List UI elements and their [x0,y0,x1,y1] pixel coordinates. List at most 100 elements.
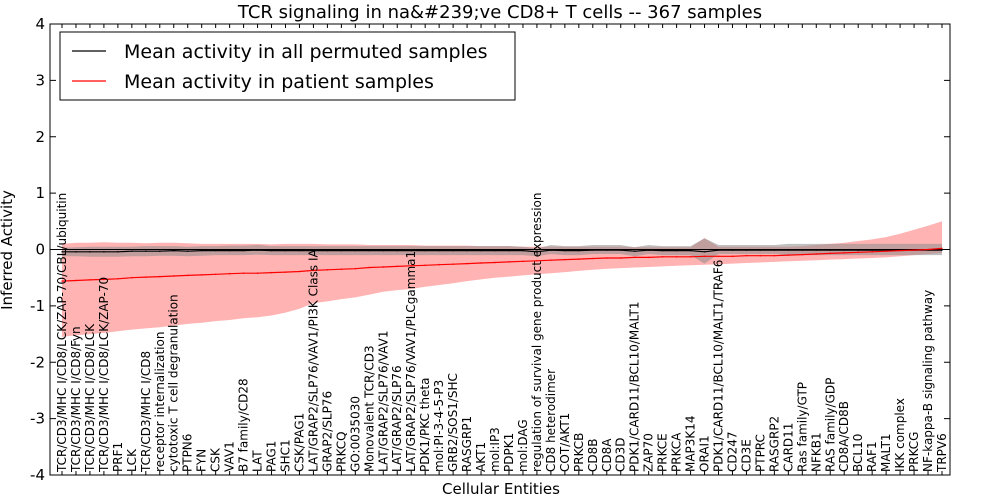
patient-mean-point [661,255,664,258]
entity-label: regulation of survival gene product expr… [530,193,544,472]
patient-mean-point [689,255,692,258]
entity-label: PDK1/CARD11/BCL10/MALT1 [628,302,642,472]
permuted-mean-point [89,250,91,253]
permuted-mean-point [186,250,189,253]
permuted-mean-point [745,249,748,252]
entity-label: SHC1 [279,439,293,472]
permuted-mean-point [480,249,482,252]
chart-title: TCR signaling in na&#239;ve CD8+ T cells… [237,2,762,23]
y-tick-label: -1 [30,297,45,315]
patient-mean-point [773,254,776,257]
y-tick-label: 0 [35,241,45,259]
x-axis-ticks [61,24,943,475]
entity-label: RAF1 [865,441,879,472]
permuted-mean-point [703,250,706,253]
permuted-mean-point [801,249,804,252]
x-axis-label: Cellular Entities [442,480,560,498]
entity-label: LAT/GRAP2/SLP76/VAV1/PLCgamma1 [404,251,418,472]
patient-mean-point [186,274,189,277]
permuted-mean-point [815,249,818,252]
entity-label: CD8B [586,439,600,473]
entity-label: CD247 [726,431,740,472]
patient-mean-point [466,262,468,265]
patient-mean-point [270,271,273,274]
permuted-mean-point [144,250,147,253]
permuted-mean-point [75,250,77,253]
patient-mean-point [885,250,887,253]
patient-mean-point [256,272,259,275]
entity-label: NF-kappa-B signaling pathway [921,290,935,472]
permuted-mean-point [829,249,832,252]
entity-label: RASGRP2 [767,416,781,472]
entity-label: VAV1 [223,441,237,472]
y-axis-ticks: -4 -3 -2 -1 0 1 2 3 4 [30,15,950,484]
patient-mean-point [172,275,175,277]
entity-label: PRKCB [572,433,586,472]
patient-mean-point [158,275,161,278]
patient-mean-point [633,256,636,259]
patient-mean-line [61,247,943,282]
entity-label: PDK1/CARD11/BCL10/MALT1/TRAF6 [712,260,726,472]
patient-mean-point [564,258,566,261]
entity-label: PRKCQ [334,431,348,472]
patient-mean-point [508,261,510,263]
entity-label: MALT1 [879,433,893,472]
legend-entry: Mean activity in all permuted samples [124,41,487,63]
patient-mean-point [577,258,580,260]
permuted-mean-point [396,249,399,252]
entity-label: ORAI1 [698,435,712,472]
patient-mean-point [452,263,454,266]
patient-mean-point [326,268,329,271]
patient-mean-point [298,270,301,273]
patient-mean-point [200,274,203,276]
permuted-mean-point [228,249,231,252]
entity-label: Ras family/GTP [795,382,809,472]
permuted-mean-point [284,249,287,252]
patient-mean-point [396,265,399,268]
entity-label: TCR/CD3/MHC I/CD8/LCK/ZAP-70 [97,277,111,473]
patient-mean-point [75,279,77,282]
y-tick-label: 3 [35,71,45,89]
entity-labels: TCR/CD3/MHC I/CD8/LCK/ZAP-70/CBL/ubiquit… [55,193,949,473]
permuted-mean-point [270,249,273,252]
entity-label: GRB2/SOS1/SHC [446,373,460,472]
legend-entry: Mean activity in patient samples [124,71,434,93]
entity-label: mol:DAG [516,419,530,472]
entity-label: PDK1/PKC theta [418,378,432,472]
patient-mean-point [354,267,357,270]
y-axis-label: Inferred Activity [0,190,16,310]
patient-mean-point [605,257,608,259]
entity-label: PAG1 [265,441,279,472]
patient-mean-point [787,254,790,256]
permuted-mean-point [661,249,664,252]
entity-label: PTPRC [753,434,767,472]
patient-mean-point [480,262,482,264]
patient-mean-point [759,254,762,257]
patient-mean-point [536,259,538,262]
patient-mean-point [857,251,860,254]
entity-label: TCR/CD3/MHC I/CD8/Fyn [69,326,83,473]
permuted-mean-point [200,249,203,252]
entity-label: COT/AKT1 [558,413,572,472]
permuted-mean-point [158,250,161,253]
entity-label: GO:0035030 [348,396,362,472]
permuted-mean-point [843,249,846,252]
permuted-mean-point [298,249,301,252]
entity-label: mol:PI-3-4-5-P3 [432,380,446,472]
entity-label: TCR/CD3/MHC I/CD8 [139,351,153,473]
permuted-mean-point [382,249,385,252]
permuted-mean-point [619,249,622,252]
permuted-mean-point [759,249,762,252]
permuted-mean-point [130,250,133,253]
permuted-mean-point [368,249,371,252]
y-tick-label: -3 [30,410,45,428]
permuted-mean-point [354,249,357,252]
legend-box [59,31,516,101]
permuted-mean-point [424,249,427,252]
entity-label: LAT/GRAP2/SLP76 [390,365,404,472]
patient-mean-point [522,260,524,263]
patient-mean-point [745,254,748,257]
permuted-mean-point [494,249,496,252]
patient-mean-point [103,278,105,281]
